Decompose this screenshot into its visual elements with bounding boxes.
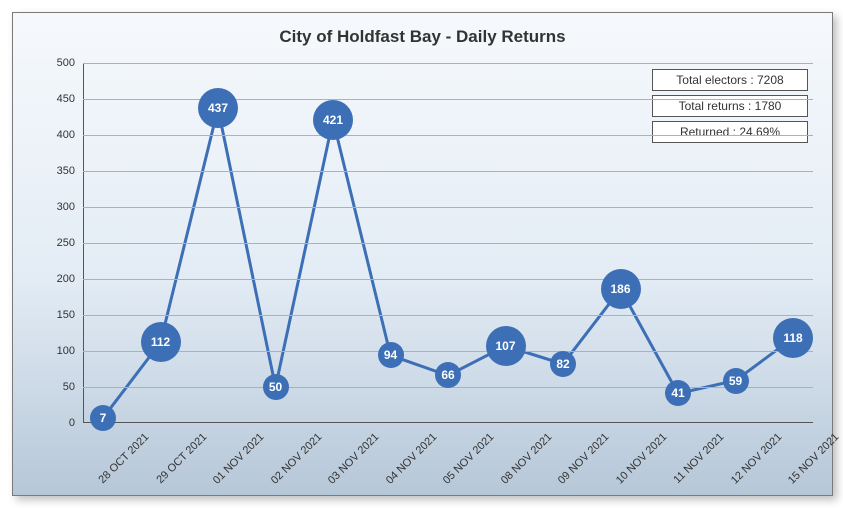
x-tick-label: 11 NOV 2021 <box>661 431 726 496</box>
x-tick-label: 05 NOV 2021 <box>431 431 496 496</box>
data-marker: 82 <box>550 351 576 377</box>
data-marker: 421 <box>313 100 353 140</box>
grid-line <box>83 351 813 352</box>
data-marker: 112 <box>141 322 181 362</box>
y-tick-label: 500 <box>57 57 75 69</box>
y-tick-label: 350 <box>57 165 75 177</box>
grid-line <box>83 243 813 244</box>
data-marker: 94 <box>378 342 404 368</box>
x-tick-label: 08 NOV 2021 <box>489 431 554 496</box>
y-tick-label: 450 <box>57 93 75 105</box>
data-marker: 66 <box>435 362 461 388</box>
data-marker: 50 <box>263 374 289 400</box>
grid-line <box>83 63 813 64</box>
data-marker: 107 <box>486 326 526 366</box>
data-marker: 437 <box>198 88 238 128</box>
grid-line <box>83 315 813 316</box>
x-tick-label: 02 NOV 2021 <box>259 431 324 496</box>
data-marker: 59 <box>723 368 749 394</box>
x-tick-label: 03 NOV 2021 <box>316 431 381 496</box>
x-tick-label: 29 OCT 2021 <box>144 431 209 496</box>
y-tick-label: 150 <box>57 309 75 321</box>
grid-line <box>83 207 813 208</box>
y-tick-label: 50 <box>63 381 75 393</box>
y-tick-label: 100 <box>57 345 75 357</box>
y-tick-label: 200 <box>57 273 75 285</box>
x-tick-label: 09 NOV 2021 <box>546 431 611 496</box>
grid-line <box>83 279 813 280</box>
x-tick-label: 12 NOV 2021 <box>719 431 784 496</box>
chart-title: City of Holdfast Bay - Daily Returns <box>13 27 832 47</box>
y-tick-label: 400 <box>57 129 75 141</box>
data-marker: 186 <box>601 269 641 309</box>
x-tick-label: 28 OCT 2021 <box>86 431 151 496</box>
y-tick-label: 250 <box>57 237 75 249</box>
data-marker: 7 <box>90 405 116 431</box>
y-tick-label: 300 <box>57 201 75 213</box>
grid-line <box>83 171 813 172</box>
plot-area: 05010015020025030035040045050028 OCT 202… <box>83 63 813 423</box>
grid-line <box>83 135 813 136</box>
chart-container: City of Holdfast Bay - Daily Returns Tot… <box>12 12 833 496</box>
data-marker: 41 <box>665 380 691 406</box>
data-marker: 118 <box>773 318 813 358</box>
x-tick-label: 10 NOV 2021 <box>604 431 669 496</box>
x-tick-label: 04 NOV 2021 <box>374 431 439 496</box>
x-tick-label: 01 NOV 2021 <box>201 431 266 496</box>
grid-line <box>83 99 813 100</box>
x-tick-label: 15 NOV 2021 <box>776 431 841 496</box>
y-tick-label: 0 <box>69 417 75 429</box>
